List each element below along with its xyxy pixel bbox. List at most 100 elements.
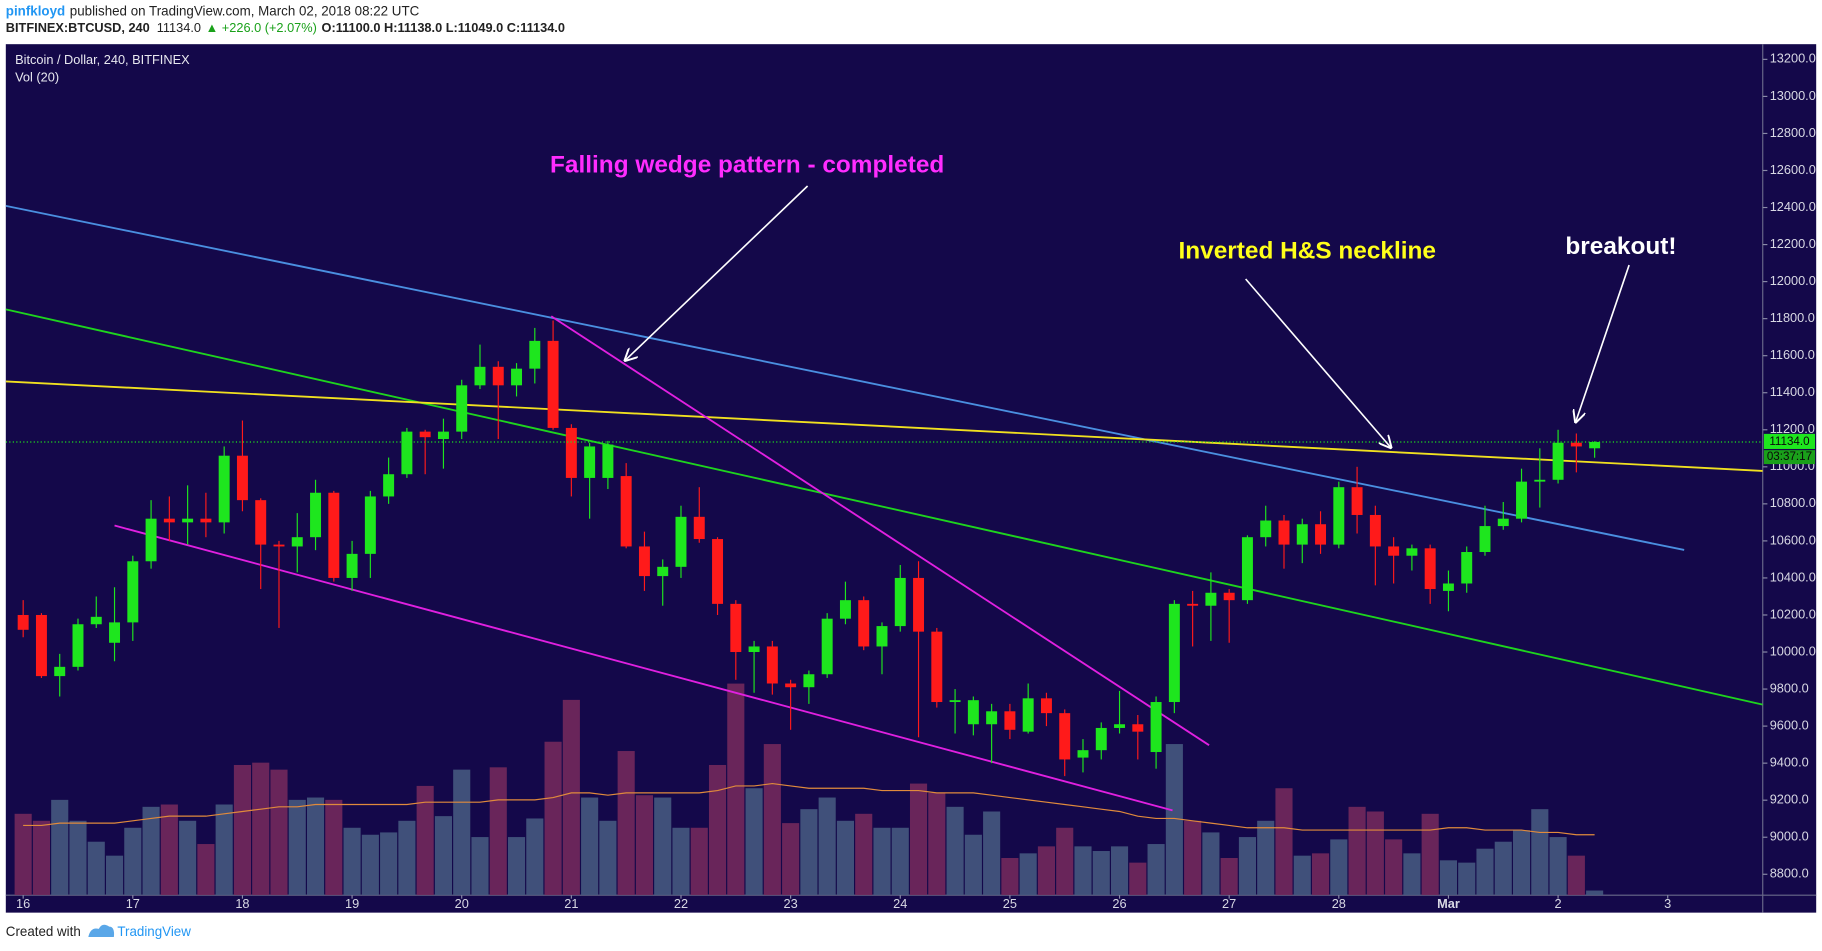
- x-tick-label: Mar: [1437, 896, 1460, 911]
- footer-brand[interactable]: TradingView: [117, 924, 191, 939]
- volume-bar: [964, 834, 982, 896]
- candle-body: [364, 496, 376, 554]
- change: ▲ +226.0 (+2.07%): [206, 20, 317, 35]
- candle-body: [584, 446, 596, 478]
- volume-bar: [581, 797, 599, 896]
- volume-bar: [51, 799, 69, 896]
- last: 11134.0: [157, 20, 201, 35]
- volume-bar: [727, 683, 745, 896]
- volume-bar: [1275, 788, 1293, 896]
- volume-bar: [562, 699, 580, 896]
- candle-body: [17, 614, 29, 630]
- candle-body: [657, 566, 669, 577]
- volume-bar: [398, 820, 416, 896]
- logo: [88, 924, 115, 938]
- candle-body: [35, 614, 47, 677]
- candle-body: [127, 561, 139, 623]
- volume-bar: [1001, 857, 1019, 896]
- candle-body: [145, 518, 157, 562]
- y-tick-label: 8800.0: [1770, 866, 1809, 881]
- candle-body: [1187, 603, 1199, 606]
- x-tick-label: 17: [126, 896, 140, 911]
- y-tick-label: 12200.0: [1770, 236, 1816, 251]
- x-tick-label: 27: [1222, 896, 1236, 911]
- candle-body: [1022, 698, 1034, 732]
- y-tick-label: 9000.0: [1770, 829, 1809, 844]
- volume-bar: [1184, 820, 1202, 896]
- candle-body: [255, 500, 267, 545]
- candle-body: [565, 427, 577, 478]
- volume-bar: [690, 827, 708, 896]
- candle-body: [839, 600, 851, 619]
- candle-body: [1315, 524, 1327, 545]
- trend-line: [5, 204, 1685, 551]
- volume-bar: [1129, 862, 1147, 896]
- volume-bar: [1019, 853, 1037, 896]
- candle-body: [821, 618, 833, 675]
- volume-bar: [818, 797, 836, 896]
- volume-ma: [23, 783, 1595, 836]
- volume-bar: [983, 811, 1001, 896]
- volume-bar: [836, 820, 854, 896]
- y-tick-label: 12000.0: [1770, 273, 1816, 288]
- candle-body: [748, 646, 760, 653]
- volume-bar: [800, 809, 818, 896]
- axes-layer: 8800.0 9000.0 9200.0 9400.0 9600.0 9800.0 1000…: [5, 51, 1816, 911]
- candle-body: [1004, 711, 1016, 730]
- drawings-layer: [5, 204, 1763, 812]
- candle-body: [785, 683, 797, 688]
- volume-bar: [1165, 744, 1183, 896]
- candle-body: [163, 518, 175, 523]
- volume-bar: [197, 844, 215, 896]
- candle-body: [913, 577, 925, 632]
- x-tick-label: 16: [16, 896, 30, 911]
- candle-body: [1442, 583, 1454, 591]
- author: pinfkloyd: [6, 3, 65, 18]
- volume-bar: [745, 788, 763, 896]
- candle-body: [1059, 713, 1071, 760]
- candle-body: [1095, 727, 1107, 751]
- volume-bar: [855, 813, 873, 896]
- volume-bar: [1586, 890, 1604, 896]
- candle-body: [1424, 548, 1436, 590]
- candle-body: [236, 455, 248, 501]
- volume-bar: [1257, 820, 1275, 896]
- candle-body: [1534, 479, 1546, 482]
- volume-bar: [1092, 851, 1110, 896]
- candle-body: [620, 476, 632, 547]
- candle-body: [291, 537, 303, 547]
- y-tick-label: 10200.0: [1770, 606, 1816, 621]
- candle-body: [1388, 546, 1400, 556]
- volume-bar: [1439, 860, 1458, 896]
- candle-body: [1114, 724, 1126, 728]
- volume-bar: [763, 744, 781, 896]
- candle-body: [1205, 592, 1217, 606]
- y-tick-label: 9200.0: [1770, 792, 1809, 807]
- volume-bar: [873, 827, 891, 896]
- candle-body: [182, 518, 194, 523]
- candle-body: [109, 622, 121, 643]
- published: published on TradingView.com, March 02, …: [70, 3, 420, 18]
- arrow: [1576, 264, 1630, 422]
- y-tick-label: 11400.0: [1770, 384, 1815, 399]
- header-line: pinfkloyd published on TradingView.com, M…: [6, 3, 420, 18]
- volume-bar: [1348, 806, 1366, 896]
- candle-body: [200, 518, 212, 523]
- candle-body: [986, 711, 998, 725]
- candle-body: [949, 700, 961, 703]
- candle-body: [876, 626, 888, 647]
- volume-bar: [87, 841, 105, 896]
- volume-bar: [471, 837, 489, 896]
- y-tick-label: 11200.0: [1770, 421, 1815, 436]
- x-tick-label: 22: [674, 896, 688, 911]
- volume-bar: [1403, 853, 1421, 896]
- volume-bar: [1330, 839, 1348, 896]
- candle-body: [1278, 520, 1290, 545]
- candle-body: [492, 366, 504, 386]
- volume-bar: [1512, 830, 1531, 896]
- y-tick-label: 13000.0: [1770, 88, 1816, 103]
- volume-bar: [306, 797, 325, 896]
- candles-layer: [17, 320, 1601, 777]
- trend-line: [5, 308, 1763, 706]
